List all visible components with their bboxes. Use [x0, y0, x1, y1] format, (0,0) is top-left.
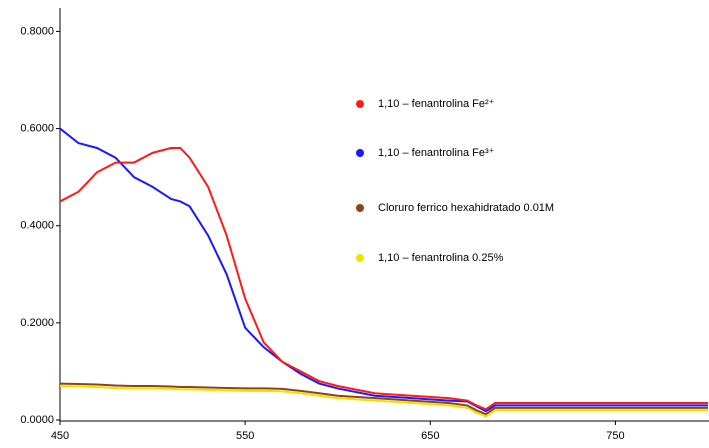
legend-label: 1,10 – fenantrolina Fe²⁺	[378, 98, 495, 110]
y-tick-label: 0.2000	[20, 317, 54, 329]
x-tick-label: 750	[606, 430, 624, 442]
x-tick-label: 550	[236, 430, 254, 442]
y-tick-label: 0.8000	[20, 25, 54, 37]
series-line	[59, 127, 708, 413]
x-tick-label: 450	[51, 430, 69, 442]
series-line	[59, 147, 708, 411]
y-tick-label: 0.4000	[20, 220, 54, 232]
y-tick-label: 0.6000	[20, 122, 54, 134]
legend-marker	[356, 100, 364, 108]
legend-marker	[356, 149, 364, 157]
legend-marker	[356, 254, 364, 262]
legend-label: Cloruro ferrico hexahidratado 0.01M	[378, 202, 554, 214]
legend-label: 1,10 – fenantrolina 0.25%	[378, 252, 504, 264]
series-line	[59, 382, 708, 416]
y-tick-label: 0.0000	[20, 414, 54, 426]
legend-label: 1,10 – fenantrolina Fe³⁺	[378, 147, 495, 159]
x-tick-label: 650	[421, 430, 439, 442]
legend-marker	[356, 204, 364, 212]
series-line	[59, 385, 708, 418]
